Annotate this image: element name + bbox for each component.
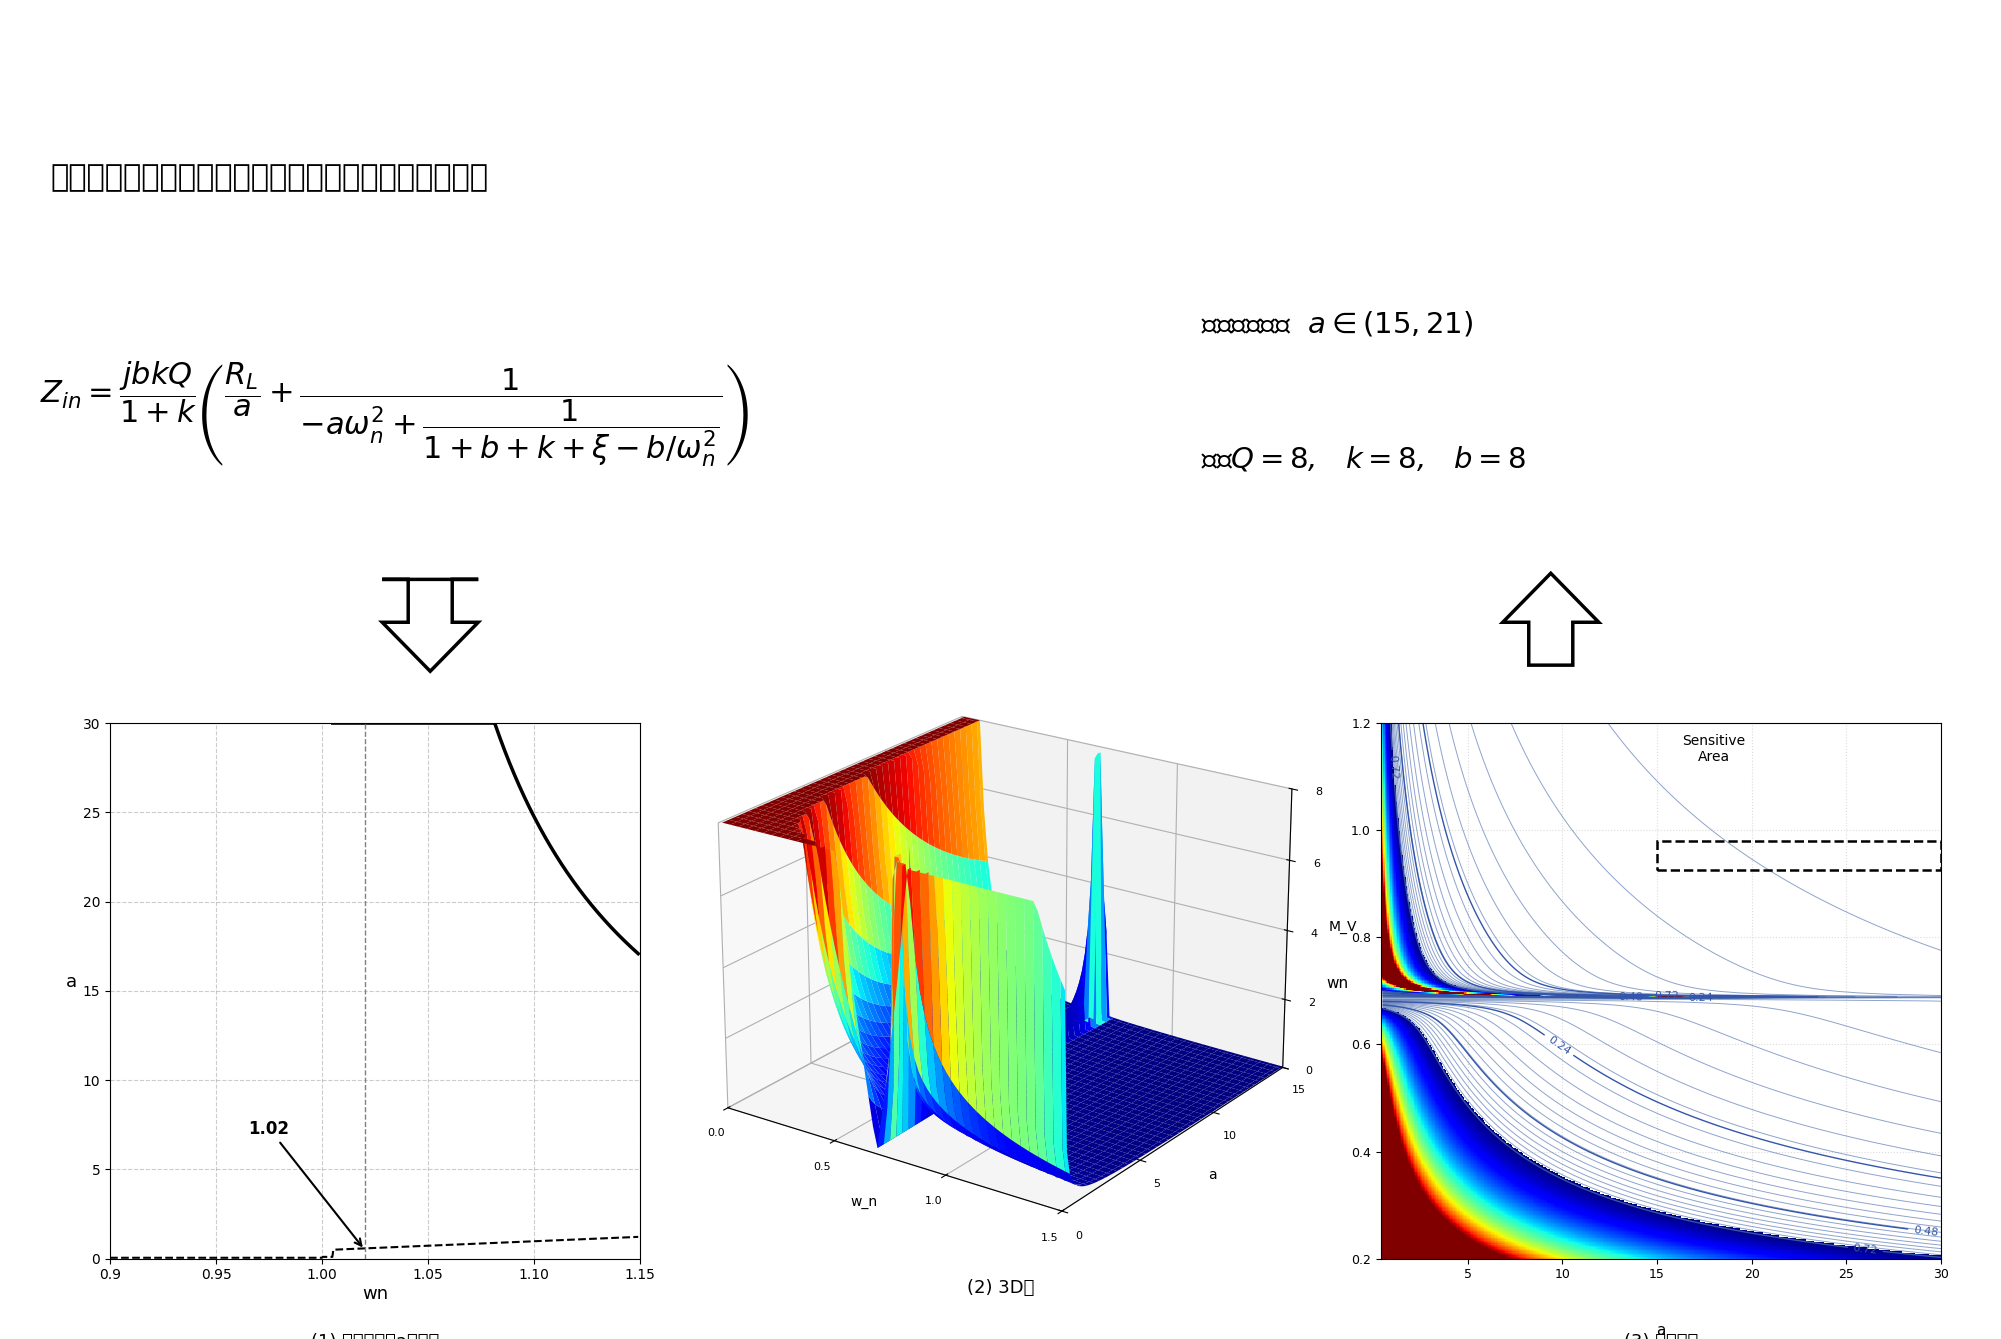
X-axis label: w_n: w_n (850, 1194, 878, 1209)
Y-axis label: a: a (1209, 1168, 1217, 1182)
Text: 0.24: 0.24 (1687, 994, 1713, 1003)
Text: 0.48: 0.48 (1913, 1225, 1939, 1237)
Text: 其中$Q = 8$,   $k = 8$,   $b = 8$: 其中$Q = 8$, $k = 8$, $b = 8$ (1201, 445, 1525, 474)
Title: (1) 输入阻抗与a的关系: (1) 输入阻抗与a的关系 (310, 1332, 440, 1339)
Text: 0.24: 0.24 (1547, 1034, 1573, 1056)
Text: 满足的区间：  $a \in (15, 21)$: 满足的区间： $a \in (15, 21)$ (1201, 309, 1473, 339)
Y-axis label: wn: wn (1327, 976, 1349, 991)
Polygon shape (382, 580, 478, 671)
Polygon shape (1503, 573, 1599, 665)
Y-axis label: a: a (66, 973, 78, 991)
Title: (2) 3D图: (2) 3D图 (966, 1279, 1035, 1296)
Text: 1.02: 1.02 (248, 1119, 362, 1245)
Text: 0.72: 0.72 (1655, 991, 1679, 1000)
Text: 0.72: 0.72 (1387, 755, 1399, 781)
Text: $Z_{in} = \dfrac{jbkQ}{1+k}\left(\dfrac{R_L}{a} + \dfrac{1}{-a\omega_n^2 + \dfra: $Z_{in} = \dfrac{jbkQ}{1+k}\left(\dfrac{… (40, 359, 750, 469)
Text: Sensitive
Area: Sensitive Area (1683, 734, 1745, 765)
Text: 研究成果一：系统的拓扑及动态特性分析: 研究成果一：系统的拓扑及动态特性分析 (24, 31, 592, 83)
X-axis label: a: a (1657, 1323, 1665, 1338)
Text: 分析四：输入电容与耦合电容的比值对传输特性的影响: 分析四：输入电容与耦合电容的比值对传输特性的影响 (50, 163, 488, 191)
X-axis label: wn: wn (362, 1285, 388, 1303)
Text: 0.48: 0.48 (1617, 992, 1643, 1003)
Title: (3) 等高线图: (3) 等高线图 (1623, 1332, 1699, 1339)
Text: 0.72: 0.72 (1853, 1243, 1879, 1256)
